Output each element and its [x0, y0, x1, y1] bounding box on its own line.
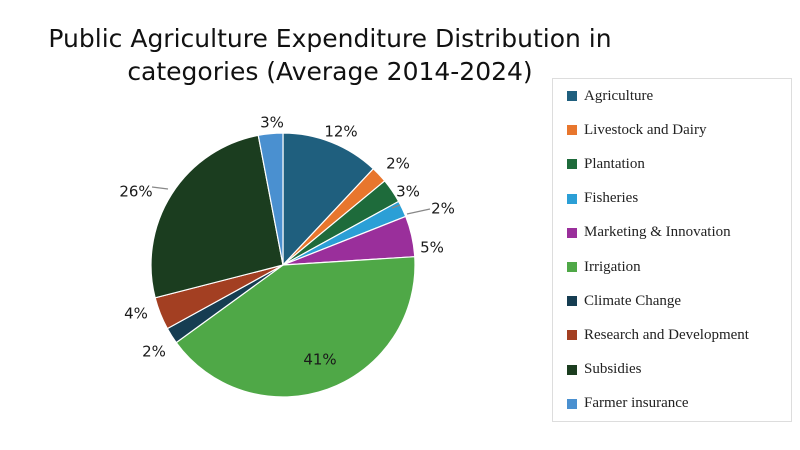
chart-title-line-2: categories (Average 2014-2024) — [127, 57, 533, 86]
legend-swatch — [567, 125, 577, 136]
legend-item-marketing-innovation: Marketing & Innovation — [567, 222, 731, 244]
legend-swatch — [567, 91, 577, 101]
legend-item-livestock-and-dairy: Livestock and Dairy — [567, 119, 706, 141]
legend-swatch — [567, 262, 577, 272]
data-label-climate-change: 2% — [142, 343, 166, 361]
data-label-research-and-development: 4% — [124, 305, 148, 323]
pie-slices — [150, 132, 416, 398]
pie-slice-agriculture — [282, 132, 375, 267]
pie-slice-subsidies — [150, 134, 284, 299]
leader-lines — [151, 186, 431, 215]
legend-swatch — [567, 330, 577, 341]
chart-title: Public Agriculture Expenditure Distribut… — [20, 22, 640, 88]
legend-label: Plantation — [584, 155, 645, 172]
leader-line-3 — [406, 208, 431, 215]
legend-label: Marketing & Innovation — [584, 224, 731, 241]
pie-labels: 12% 2% 3% 2% 5% 41% 2% 4% 26% 3% — [119, 114, 455, 369]
data-label-subsidies: 26% — [119, 183, 152, 201]
legend-item-agriculture: Agriculture — [567, 85, 653, 107]
legend-swatch — [567, 193, 577, 204]
data-label-livestock-and-dairy: 2% — [386, 155, 410, 173]
legend-item-farmer-insurance: Farmer insurance — [567, 393, 689, 415]
legend-swatch — [567, 364, 577, 375]
data-label-plantation: 3% — [396, 183, 420, 201]
legend: Agriculture Livestock and Dairy Plantation… — [552, 78, 792, 422]
legend-swatch — [567, 398, 577, 409]
legend-item-research-and-development: Research and Development — [567, 324, 749, 346]
leader-line-2 — [391, 204, 401, 209]
legend-label: Climate Change — [584, 292, 682, 309]
legend-item-subsidies: Subsidies — [567, 359, 642, 381]
legend-swatch — [567, 296, 577, 307]
pie-slice-farmer-insurance — [257, 132, 284, 266]
leader-line-8 — [151, 186, 169, 190]
legend-label: Research and Development — [584, 326, 749, 343]
data-label-farmer-insurance: 3% — [260, 114, 284, 132]
pie-slice-irrigation — [175, 256, 416, 398]
legend-label: Livestock and Dairy — [584, 121, 707, 138]
chart-title-line-1: Public Agriculture Expenditure Distribut… — [48, 24, 612, 53]
data-label-marketing-innovation: 5% — [420, 239, 444, 257]
legend-item-irrigation: Irrigation — [567, 256, 641, 278]
legend-swatch — [567, 227, 577, 238]
data-label-irrigation: 41% — [303, 351, 336, 369]
data-label-fisheries: 2% — [431, 200, 455, 218]
legend-label: Agriculture — [584, 87, 654, 104]
legend-item-fisheries: Fisheries — [567, 188, 638, 210]
legend-item-climate-change: Climate Change — [567, 290, 681, 312]
legend-label: Subsidies — [584, 361, 642, 378]
data-label-agriculture: 12% — [324, 123, 357, 141]
legend-label: Irrigation — [584, 258, 641, 275]
legend-item-plantation: Plantation — [567, 153, 645, 175]
legend-label: Farmer insurance — [584, 395, 689, 412]
legend-swatch — [567, 159, 577, 170]
legend-label: Fisheries — [584, 190, 639, 207]
